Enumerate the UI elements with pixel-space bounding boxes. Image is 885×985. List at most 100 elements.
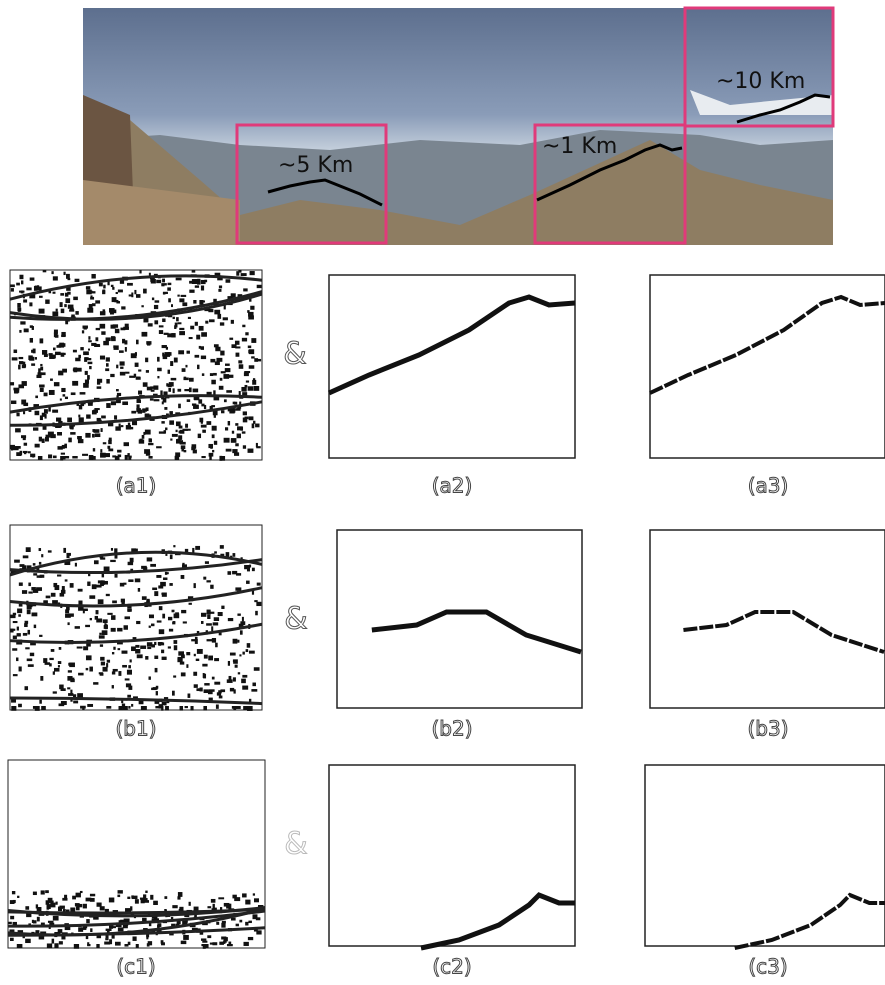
edge-pixel (226, 449, 232, 452)
edge-pixel (105, 909, 109, 912)
edge-pixel (162, 318, 165, 322)
edge-pixel (60, 593, 65, 597)
edge-pixel (227, 571, 231, 575)
edge-pixel (32, 920, 34, 923)
edge-pixel (146, 934, 148, 939)
edge-pixel (64, 304, 67, 307)
edge-pixel (221, 371, 226, 373)
edge-pixel (255, 424, 259, 428)
edge-pixel (112, 374, 114, 376)
edge-pixel (168, 283, 172, 285)
edge-pixel (189, 290, 194, 293)
edge-pixel (51, 593, 56, 597)
edge-pixel (144, 898, 147, 902)
edge-pixel (31, 587, 36, 590)
edge-pixel (77, 436, 82, 439)
edge-pixel (39, 635, 42, 637)
edge-pixel (87, 944, 90, 946)
edge-pixel (118, 671, 121, 676)
edge-pixel (103, 285, 105, 289)
edge-pixel (138, 391, 142, 395)
edge-pixel (199, 346, 201, 349)
edge-pixel (156, 446, 162, 448)
edge-pixel (210, 943, 215, 945)
edge-pixel (70, 432, 75, 435)
edge-pixel (41, 890, 45, 894)
edge-pixel (57, 574, 61, 576)
edge-pixel (83, 351, 89, 355)
edge-pixel (97, 386, 102, 389)
edge-pixel (48, 454, 52, 458)
edge-pixel (226, 279, 231, 283)
edge-pixel (101, 428, 103, 432)
edge-pixel (92, 584, 97, 589)
edge-pixel (240, 630, 243, 634)
edge-pixel (59, 343, 64, 348)
edge-pixel (194, 907, 199, 911)
edge-pixel (18, 704, 22, 707)
edge-pixel (145, 358, 148, 363)
edge-pixel (19, 582, 23, 585)
edge-pixel (114, 415, 117, 419)
edge-pixel (99, 672, 103, 674)
edge-pixel (18, 614, 21, 616)
edge-pixel (38, 372, 42, 375)
edge-pixel (88, 362, 93, 364)
edge-pixel (198, 434, 201, 438)
edge-pixel (45, 299, 49, 303)
edge-pixel (245, 922, 248, 926)
edge-pixel (173, 621, 175, 623)
edge-pixel (257, 285, 262, 288)
edge-pixel (159, 629, 164, 634)
edge-pixel (25, 621, 29, 624)
edge-pixel (31, 363, 35, 365)
edge-pixel (138, 369, 141, 371)
edge-pixel (180, 440, 183, 444)
edge-pixel (174, 358, 178, 363)
edge-pixel (79, 417, 84, 422)
edge-pixel (60, 302, 63, 307)
edge-pixel (236, 353, 240, 357)
edge-pixel (246, 649, 249, 652)
edge-pixel (82, 706, 84, 710)
edge-pixel (253, 421, 255, 424)
edge-pixel (116, 365, 118, 369)
edge-pixel (215, 643, 218, 648)
edge-pixel (67, 687, 70, 689)
edge-pixel (144, 449, 150, 454)
edge-pixel (117, 450, 121, 453)
edge-pixel (10, 284, 14, 287)
edge-pixel (171, 304, 173, 307)
edge-pixel (115, 329, 120, 333)
edge-pixel (214, 310, 220, 315)
edge-pixel (48, 921, 54, 923)
edge-pixel (201, 356, 206, 360)
edge-pixel (105, 368, 109, 371)
edge-pixel (236, 271, 239, 276)
edge-pixel (132, 936, 136, 940)
edge-pixel (175, 612, 179, 616)
edge-pixel (192, 270, 196, 273)
edge-pixel (251, 356, 254, 358)
edge-pixel (212, 638, 216, 643)
edge-pixel (16, 283, 20, 286)
edge-pixel (100, 644, 103, 646)
edge-pixel (96, 618, 102, 622)
edge-pixel (121, 425, 124, 427)
edge-pixel (95, 433, 101, 437)
edge-pixel (106, 379, 109, 384)
edge-pixel (23, 411, 25, 414)
edge-pixel (33, 892, 37, 895)
edge-pixel (45, 437, 49, 442)
edge-pixel (234, 897, 240, 901)
edge-pixel (148, 676, 150, 679)
edge-pixel (161, 421, 164, 424)
edge-pixel (158, 643, 161, 645)
edge-pixel (178, 657, 183, 660)
edge-pixel (54, 668, 59, 672)
edge-pixel (148, 443, 153, 445)
edge-pixel (78, 439, 84, 443)
edge-pixel (226, 552, 230, 557)
edge-pixel (41, 554, 43, 557)
edge-pixel (100, 906, 105, 910)
